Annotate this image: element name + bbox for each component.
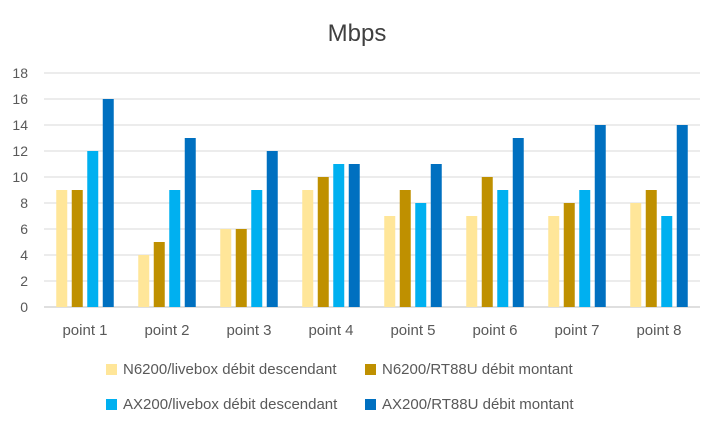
- x-tick-label: point 8: [636, 322, 681, 339]
- bar: [153, 242, 165, 307]
- y-tick-label: 14: [12, 117, 28, 133]
- bar: [348, 164, 360, 307]
- bar: [266, 151, 278, 307]
- y-tick-label: 6: [20, 221, 28, 237]
- y-axis-ticks: 0 2 4 6 8 10 12 14 16 18: [12, 65, 28, 315]
- legend-swatch: [365, 399, 376, 410]
- x-tick-label: point 7: [554, 322, 599, 339]
- bar: [415, 203, 427, 307]
- bars: [56, 99, 688, 307]
- bar: [220, 229, 232, 307]
- bar: [497, 190, 509, 307]
- bar: [676, 125, 688, 307]
- legend-label: AX200/livebox débit descendant: [123, 396, 338, 413]
- bar: [512, 138, 524, 307]
- bar: [661, 216, 673, 307]
- y-tick-label: 2: [20, 273, 28, 289]
- bar: [333, 164, 345, 307]
- y-tick-label: 0: [20, 299, 28, 315]
- bar: [594, 125, 606, 307]
- bar: [251, 190, 263, 307]
- legend-label: AX200/RT88U débit montant: [382, 396, 574, 413]
- legend-label: N6200/RT88U débit montant: [382, 361, 573, 378]
- y-tick-label: 18: [12, 65, 28, 81]
- bar: [235, 229, 247, 307]
- x-tick-label: point 5: [390, 322, 435, 339]
- legend-label: N6200/livebox débit descendant: [123, 361, 337, 378]
- bar: [169, 190, 181, 307]
- legend-item: N6200/RT88U débit montant: [365, 361, 573, 378]
- bar: [563, 203, 575, 307]
- y-tick-label: 12: [12, 143, 28, 159]
- bar: [481, 177, 493, 307]
- bar: [71, 190, 83, 307]
- bar: [579, 190, 591, 307]
- legend-swatch: [106, 364, 117, 375]
- bar: [384, 216, 396, 307]
- bar: [184, 138, 196, 307]
- bar: [138, 255, 150, 307]
- bar: [645, 190, 657, 307]
- y-tick-label: 10: [12, 169, 28, 185]
- bar: [630, 203, 642, 307]
- legend-item: N6200/livebox débit descendant: [106, 361, 337, 378]
- bar: [87, 151, 99, 307]
- x-tick-label: point 3: [226, 322, 271, 339]
- y-tick-label: 4: [20, 247, 28, 263]
- x-tick-label: point 2: [144, 322, 189, 339]
- bar: [102, 99, 114, 307]
- x-axis-ticks: point 1 point 2 point 3 point 4 point 5 point…: [62, 322, 681, 339]
- chart-title: Mbps: [328, 20, 387, 47]
- legend-item: AX200/livebox débit descendant: [106, 396, 337, 413]
- x-tick-label: point 4: [308, 322, 353, 339]
- y-tick-label: 8: [20, 195, 28, 211]
- bar: [548, 216, 560, 307]
- bar: [56, 190, 68, 307]
- legend-item: AX200/RT88U débit montant: [365, 396, 574, 413]
- bar: [466, 216, 478, 307]
- bar: [317, 177, 329, 307]
- x-tick-label: point 1: [62, 322, 107, 339]
- bar: [399, 190, 411, 307]
- gridlines: [44, 72, 700, 308]
- bar: [430, 164, 442, 307]
- legend-swatch: [365, 364, 376, 375]
- x-tick-label: point 6: [472, 322, 517, 339]
- legend-swatch: [106, 399, 117, 410]
- bar: [302, 190, 314, 307]
- y-tick-label: 16: [12, 91, 28, 107]
